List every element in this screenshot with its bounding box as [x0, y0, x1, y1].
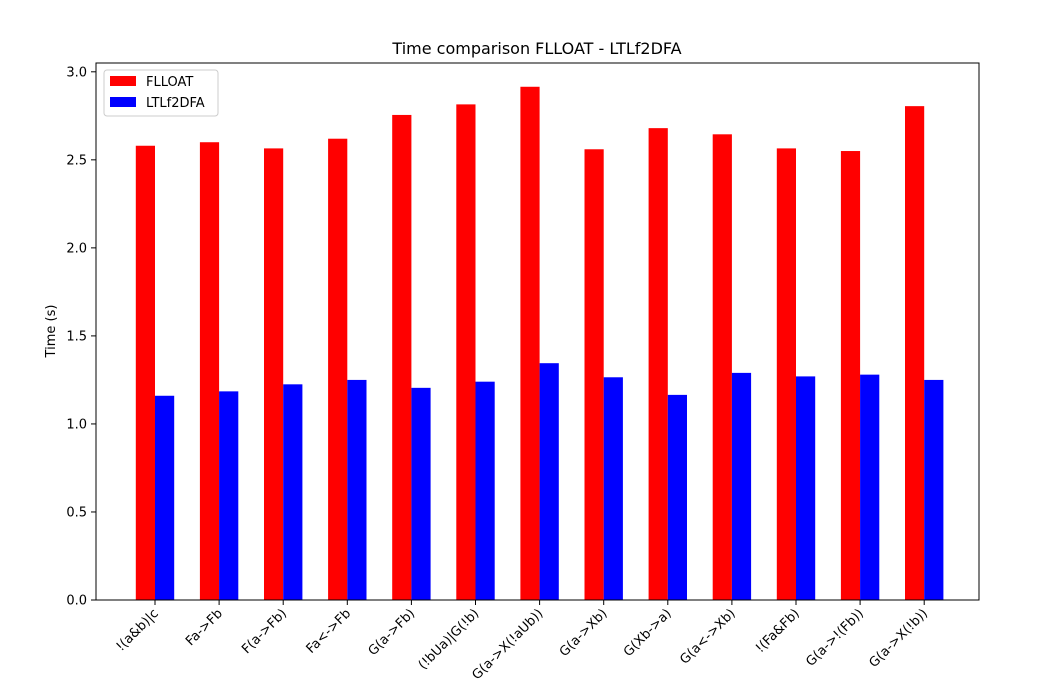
- y-tick-label: 1.5: [66, 329, 87, 344]
- bar-ltlf2dfa-10: [796, 376, 816, 600]
- bar-flloat-5: [456, 104, 476, 600]
- bar-flloat-1: [199, 142, 220, 601]
- bar-ltlf2dfa-0: [155, 395, 175, 600]
- bar-ltlf2dfa-3: [347, 379, 367, 600]
- legend-swatch-flloat: [110, 76, 136, 86]
- bars: [135, 86, 944, 601]
- y-tick-label: 2.0: [66, 241, 87, 256]
- bar-flloat-12: [905, 106, 925, 600]
- bar-ltlf2dfa-8: [667, 394, 687, 600]
- plot-frame: [95, 62, 980, 601]
- bar-flloat-0: [135, 145, 155, 600]
- legend-label-ltlf2dfa: LTLf2DFA: [146, 96, 205, 111]
- y-axis: 0.0 0.5 1.0 1.5 2.0 2.5 3.0: [66, 65, 96, 609]
- bar-flloat-11: [840, 151, 861, 600]
- bar-flloat-2: [264, 148, 284, 600]
- bar-ltlf2dfa-7: [603, 377, 623, 600]
- bar-ltlf2dfa-5: [475, 381, 495, 600]
- legend-label-flloat: FLLOAT: [146, 75, 193, 90]
- bar-flloat-6: [520, 86, 540, 600]
- bar-flloat-7: [584, 149, 604, 600]
- bar-ltlf2dfa-2: [283, 384, 303, 600]
- y-axis-label: Time (s): [44, 305, 59, 359]
- y-tick-label: 0.5: [66, 505, 87, 520]
- bar-ltlf2dfa-12: [924, 379, 944, 600]
- bar-flloat-10: [776, 148, 796, 600]
- bar-flloat-4: [392, 114, 412, 600]
- bar-ltlf2dfa-1: [219, 391, 239, 600]
- y-tick-label: 0.0: [66, 594, 87, 609]
- y-tick-label: 3.0: [66, 65, 87, 80]
- bar-ltlf2dfa-4: [411, 387, 431, 600]
- bar-flloat-8: [648, 128, 668, 600]
- bar-ltlf2dfa-9: [731, 372, 752, 600]
- legend-swatch-ltlf2dfa: [110, 97, 136, 107]
- bar-ltlf2dfa-6: [539, 363, 559, 600]
- bar-ltlf2dfa-11: [860, 374, 880, 600]
- y-tick-label: 1.0: [66, 417, 87, 432]
- y-tick-label: 2.5: [66, 153, 87, 168]
- chart-title: Time comparison FLLOAT - LTLf2DFA: [391, 39, 681, 58]
- bar-flloat-3: [328, 138, 348, 600]
- bar-flloat-9: [712, 134, 732, 600]
- legend: FLLOAT LTLf2DFA: [103, 69, 219, 117]
